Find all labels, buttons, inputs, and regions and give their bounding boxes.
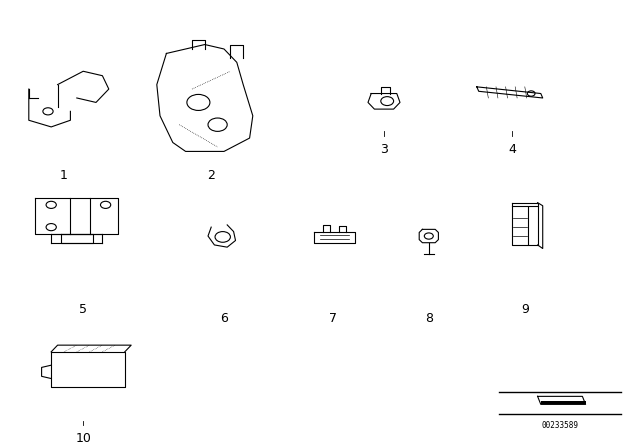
Text: 7: 7 [329,312,337,325]
Text: 4: 4 [508,142,516,155]
Text: 2: 2 [207,169,215,182]
Text: 1: 1 [60,169,68,182]
Text: 6: 6 [220,312,228,325]
Text: 5: 5 [79,303,87,316]
Text: 10: 10 [76,432,91,445]
Text: 00233589: 00233589 [541,421,579,430]
Text: 3: 3 [380,142,388,155]
Text: 8: 8 [425,312,433,325]
Bar [541,401,586,405]
Text: 9: 9 [521,303,529,316]
